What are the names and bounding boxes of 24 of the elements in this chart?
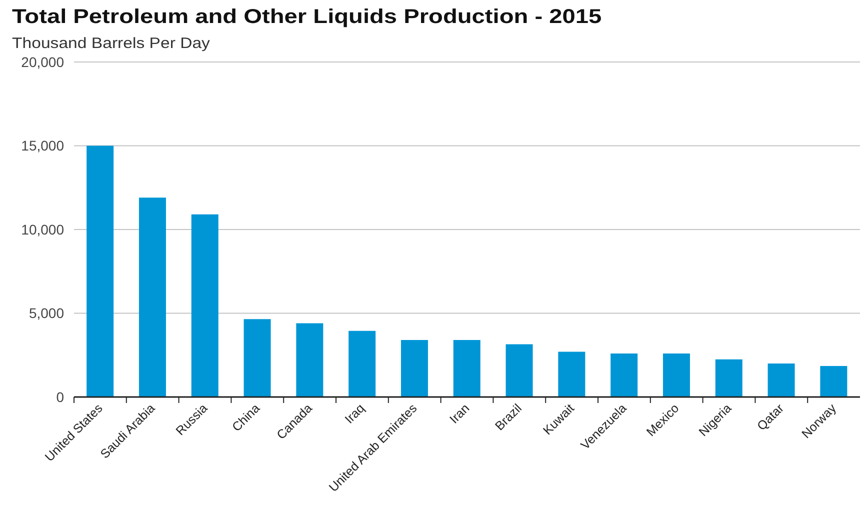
- x-tick-label: Iraq: [342, 401, 368, 426]
- chart-subtitle: Thousand Barrels Per Day: [12, 35, 210, 52]
- bar: [400, 340, 428, 397]
- bar: [768, 364, 795, 397]
- y-tick-label: 20,000: [21, 54, 64, 70]
- y-tick-label: 10,000: [21, 221, 64, 238]
- bar: [453, 340, 480, 397]
- bar: [138, 198, 166, 397]
- bar: [296, 323, 324, 397]
- bar: [244, 319, 271, 397]
- x-tick-label: Iran: [446, 401, 472, 426]
- y-tick-label: 15,000: [21, 138, 64, 154]
- bar: [558, 352, 586, 397]
- y-tick-label: 5,000: [28, 305, 64, 322]
- bar: [820, 366, 848, 397]
- bar: [715, 359, 742, 397]
- bar: [506, 344, 533, 397]
- y-tick-label: 0: [56, 388, 64, 405]
- bar: [191, 214, 218, 397]
- bar: [86, 146, 114, 397]
- chart-title: Total Petroleum and Other Liquids Production - 2015: [12, 6, 602, 29]
- bar: [610, 353, 638, 397]
- bar: [662, 353, 690, 397]
- bar: [348, 330, 376, 397]
